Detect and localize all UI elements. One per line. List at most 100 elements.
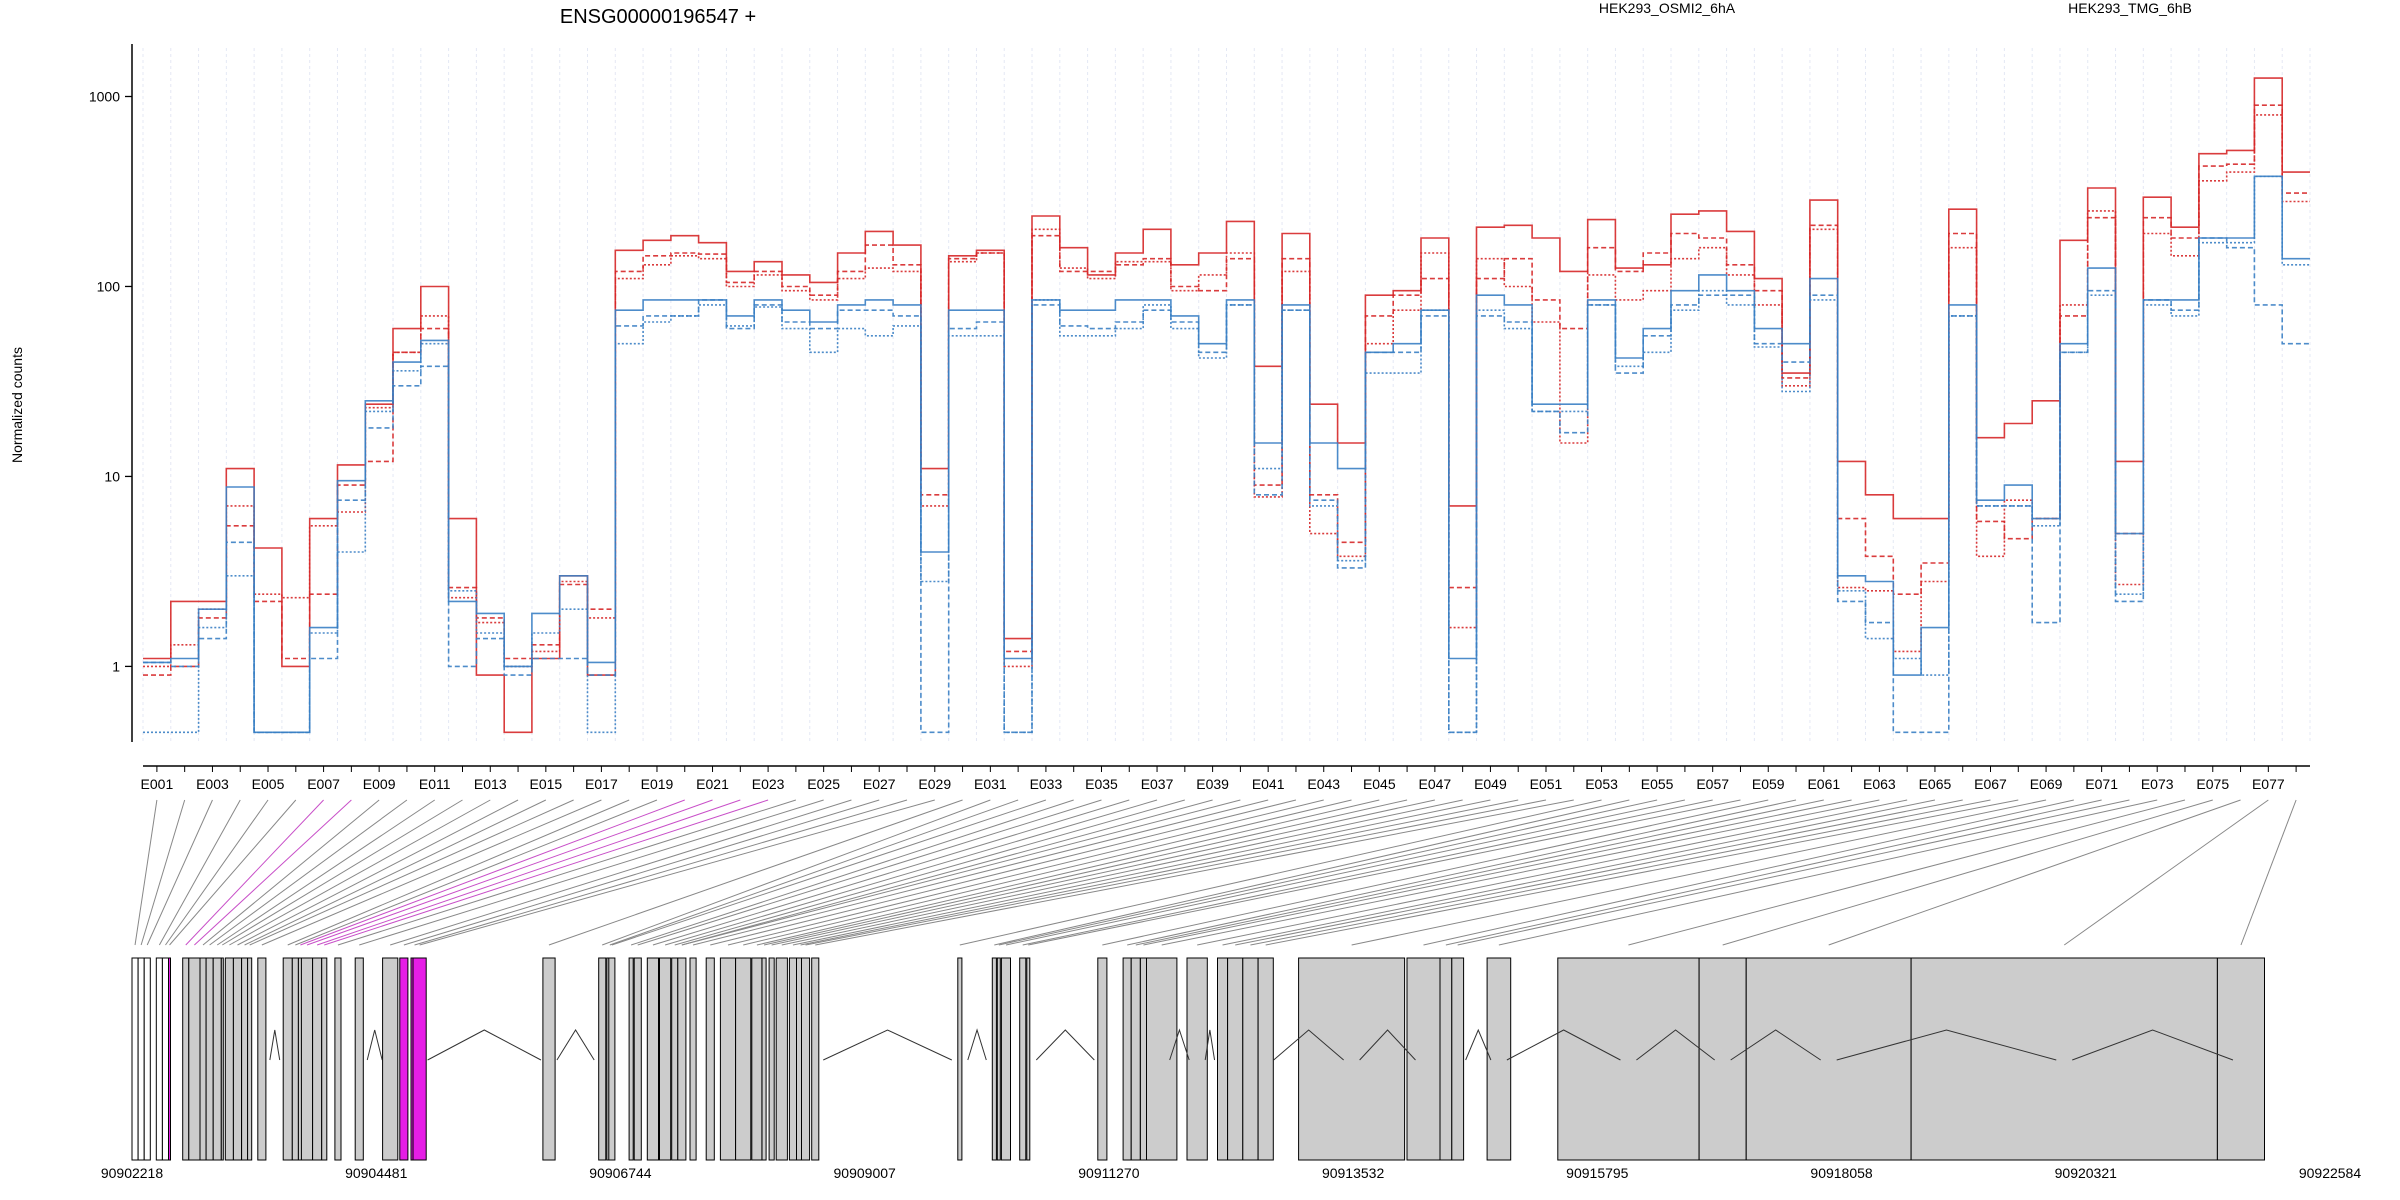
- intron-16: [269, 1029, 281, 1061]
- exon-block-26: [399, 957, 409, 1161]
- intron-72: [1636, 1029, 1715, 1061]
- intron-51: [967, 1028, 987, 1061]
- connector-line-39: [681, 799, 1241, 946]
- connector-line-3: [158, 799, 241, 946]
- x-tick-label-9: E019: [641, 776, 674, 792]
- connector-line-73: [1628, 799, 2186, 946]
- gene-model: 90902218 90904481 90906744 90909007 90911270…: [101, 957, 2361, 1181]
- x-tick-label-19: E039: [1196, 776, 1229, 792]
- exon-block-40: [705, 957, 715, 1161]
- exon-block-56: [1026, 957, 1031, 1161]
- intron-70: [1465, 1028, 1492, 1061]
- connector-line-1: [140, 799, 186, 946]
- exon-block-17: [282, 957, 293, 1161]
- x-tick-label-14: E029: [918, 776, 951, 792]
- x-tick-label-7: E015: [529, 776, 562, 792]
- intron-50: [823, 1029, 953, 1061]
- connector-line-67: [1265, 799, 2019, 946]
- connector-line-74: [1722, 799, 2213, 946]
- exon-block-63: [1217, 957, 1229, 1161]
- connector-line-19: [300, 799, 685, 946]
- exon-block-10: [212, 957, 222, 1161]
- connector-line-35: [652, 799, 1130, 946]
- x-tick-label-24: E049: [1474, 776, 1507, 792]
- x-tick-label-16: E033: [1030, 776, 1063, 792]
- exon-block-14: [241, 957, 249, 1161]
- exon-block-1: [137, 957, 145, 1161]
- x-tick-label-27: E055: [1641, 776, 1674, 792]
- connector-line-48: [792, 799, 1491, 946]
- connector-line-63: [1197, 799, 1908, 946]
- connector-line-46: [771, 799, 1435, 946]
- connector-line-76: [2063, 799, 2269, 946]
- exon-block-69: [1439, 957, 1453, 1161]
- connector-line-31: [609, 799, 1019, 946]
- x-tick-label-3: E007: [307, 776, 340, 792]
- connector-line-33: [630, 799, 1074, 946]
- exon-block-66: [1257, 957, 1274, 1161]
- intron-61: [1169, 1028, 1190, 1061]
- exon-block-28: [412, 957, 427, 1161]
- x-tick-label-2: E005: [252, 776, 285, 792]
- connector-line-49: [800, 799, 1519, 946]
- connector-line-4: [165, 799, 269, 946]
- x-tick-label-22: E045: [1363, 776, 1396, 792]
- x-tick-label-21: E043: [1307, 776, 1340, 792]
- connector-line-40: [692, 799, 1269, 946]
- exon-block-58: [1122, 957, 1132, 1161]
- connector-line-0: [134, 799, 158, 946]
- genomic-coordinate-label-5: 90913532: [1322, 1165, 1385, 1181]
- x-tick-label-23: E047: [1419, 776, 1452, 792]
- connector-line-17: [287, 799, 630, 946]
- intron-66: [1273, 1029, 1344, 1061]
- x-tick-label-36: E073: [2141, 776, 2174, 792]
- connector-line-52: [959, 799, 1602, 946]
- y-axis: 1 10 100 1000: [89, 44, 133, 742]
- exon-block-45: [768, 957, 775, 1161]
- exon-block-39: [689, 957, 697, 1161]
- intron-71: [1506, 1029, 1621, 1061]
- exon-block-4: [161, 957, 169, 1161]
- connector-line-65: [1235, 799, 1963, 946]
- x-tick-label-11: E023: [752, 776, 785, 792]
- intron-67: [1359, 1029, 1416, 1061]
- exon-block-44: [761, 957, 767, 1161]
- x-tick-label-13: E027: [863, 776, 896, 792]
- genomic-coordinate-label-1: 90904481: [345, 1165, 408, 1181]
- exon-block-23: [334, 957, 342, 1161]
- connector-line-23: [337, 799, 797, 946]
- x-tick-label-30: E061: [1807, 776, 1840, 792]
- connector-line-45: [763, 799, 1408, 946]
- exon-block-6: [182, 957, 190, 1161]
- connector-line-28: [419, 799, 935, 946]
- legend-entry-osmi2: HEK293_OSMI2_6hA: [1599, 0, 1736, 16]
- connector-line-7: [194, 799, 352, 946]
- connector-line-20: [306, 799, 713, 946]
- exon-block-53: [996, 957, 1001, 1161]
- y-tick-label-2: 100: [97, 278, 121, 294]
- exon-block-13: [232, 957, 242, 1161]
- intron-74: [1836, 1029, 2057, 1061]
- exon-block-46: [775, 957, 788, 1161]
- x-tick-label-29: E059: [1752, 776, 1785, 792]
- y-axis-label: Normalized counts: [9, 347, 25, 463]
- chart-title: ENSG00000196547 +: [560, 6, 756, 28]
- exon-block-15: [247, 957, 253, 1161]
- exon-block-49: [801, 957, 811, 1161]
- exon-block-18: [291, 957, 299, 1161]
- connector-line-15: [249, 799, 574, 946]
- x-tick-label-31: E063: [1863, 776, 1896, 792]
- x-tick-label-32: E065: [1919, 776, 1952, 792]
- exon-block-54: [1000, 957, 1012, 1161]
- connector-line-51: [815, 799, 1574, 946]
- x-tick-label-34: E069: [2030, 776, 2063, 792]
- connector-line-38: [681, 799, 1213, 946]
- exon-block-29: [542, 957, 556, 1161]
- exon-block-20: [300, 957, 314, 1161]
- exon-block-5: [168, 957, 171, 1161]
- exon-block-68: [1406, 957, 1441, 1161]
- x-tick-label-1: E003: [196, 776, 229, 792]
- connector-line-24: [359, 799, 824, 946]
- connector-line-59: [1127, 799, 1797, 946]
